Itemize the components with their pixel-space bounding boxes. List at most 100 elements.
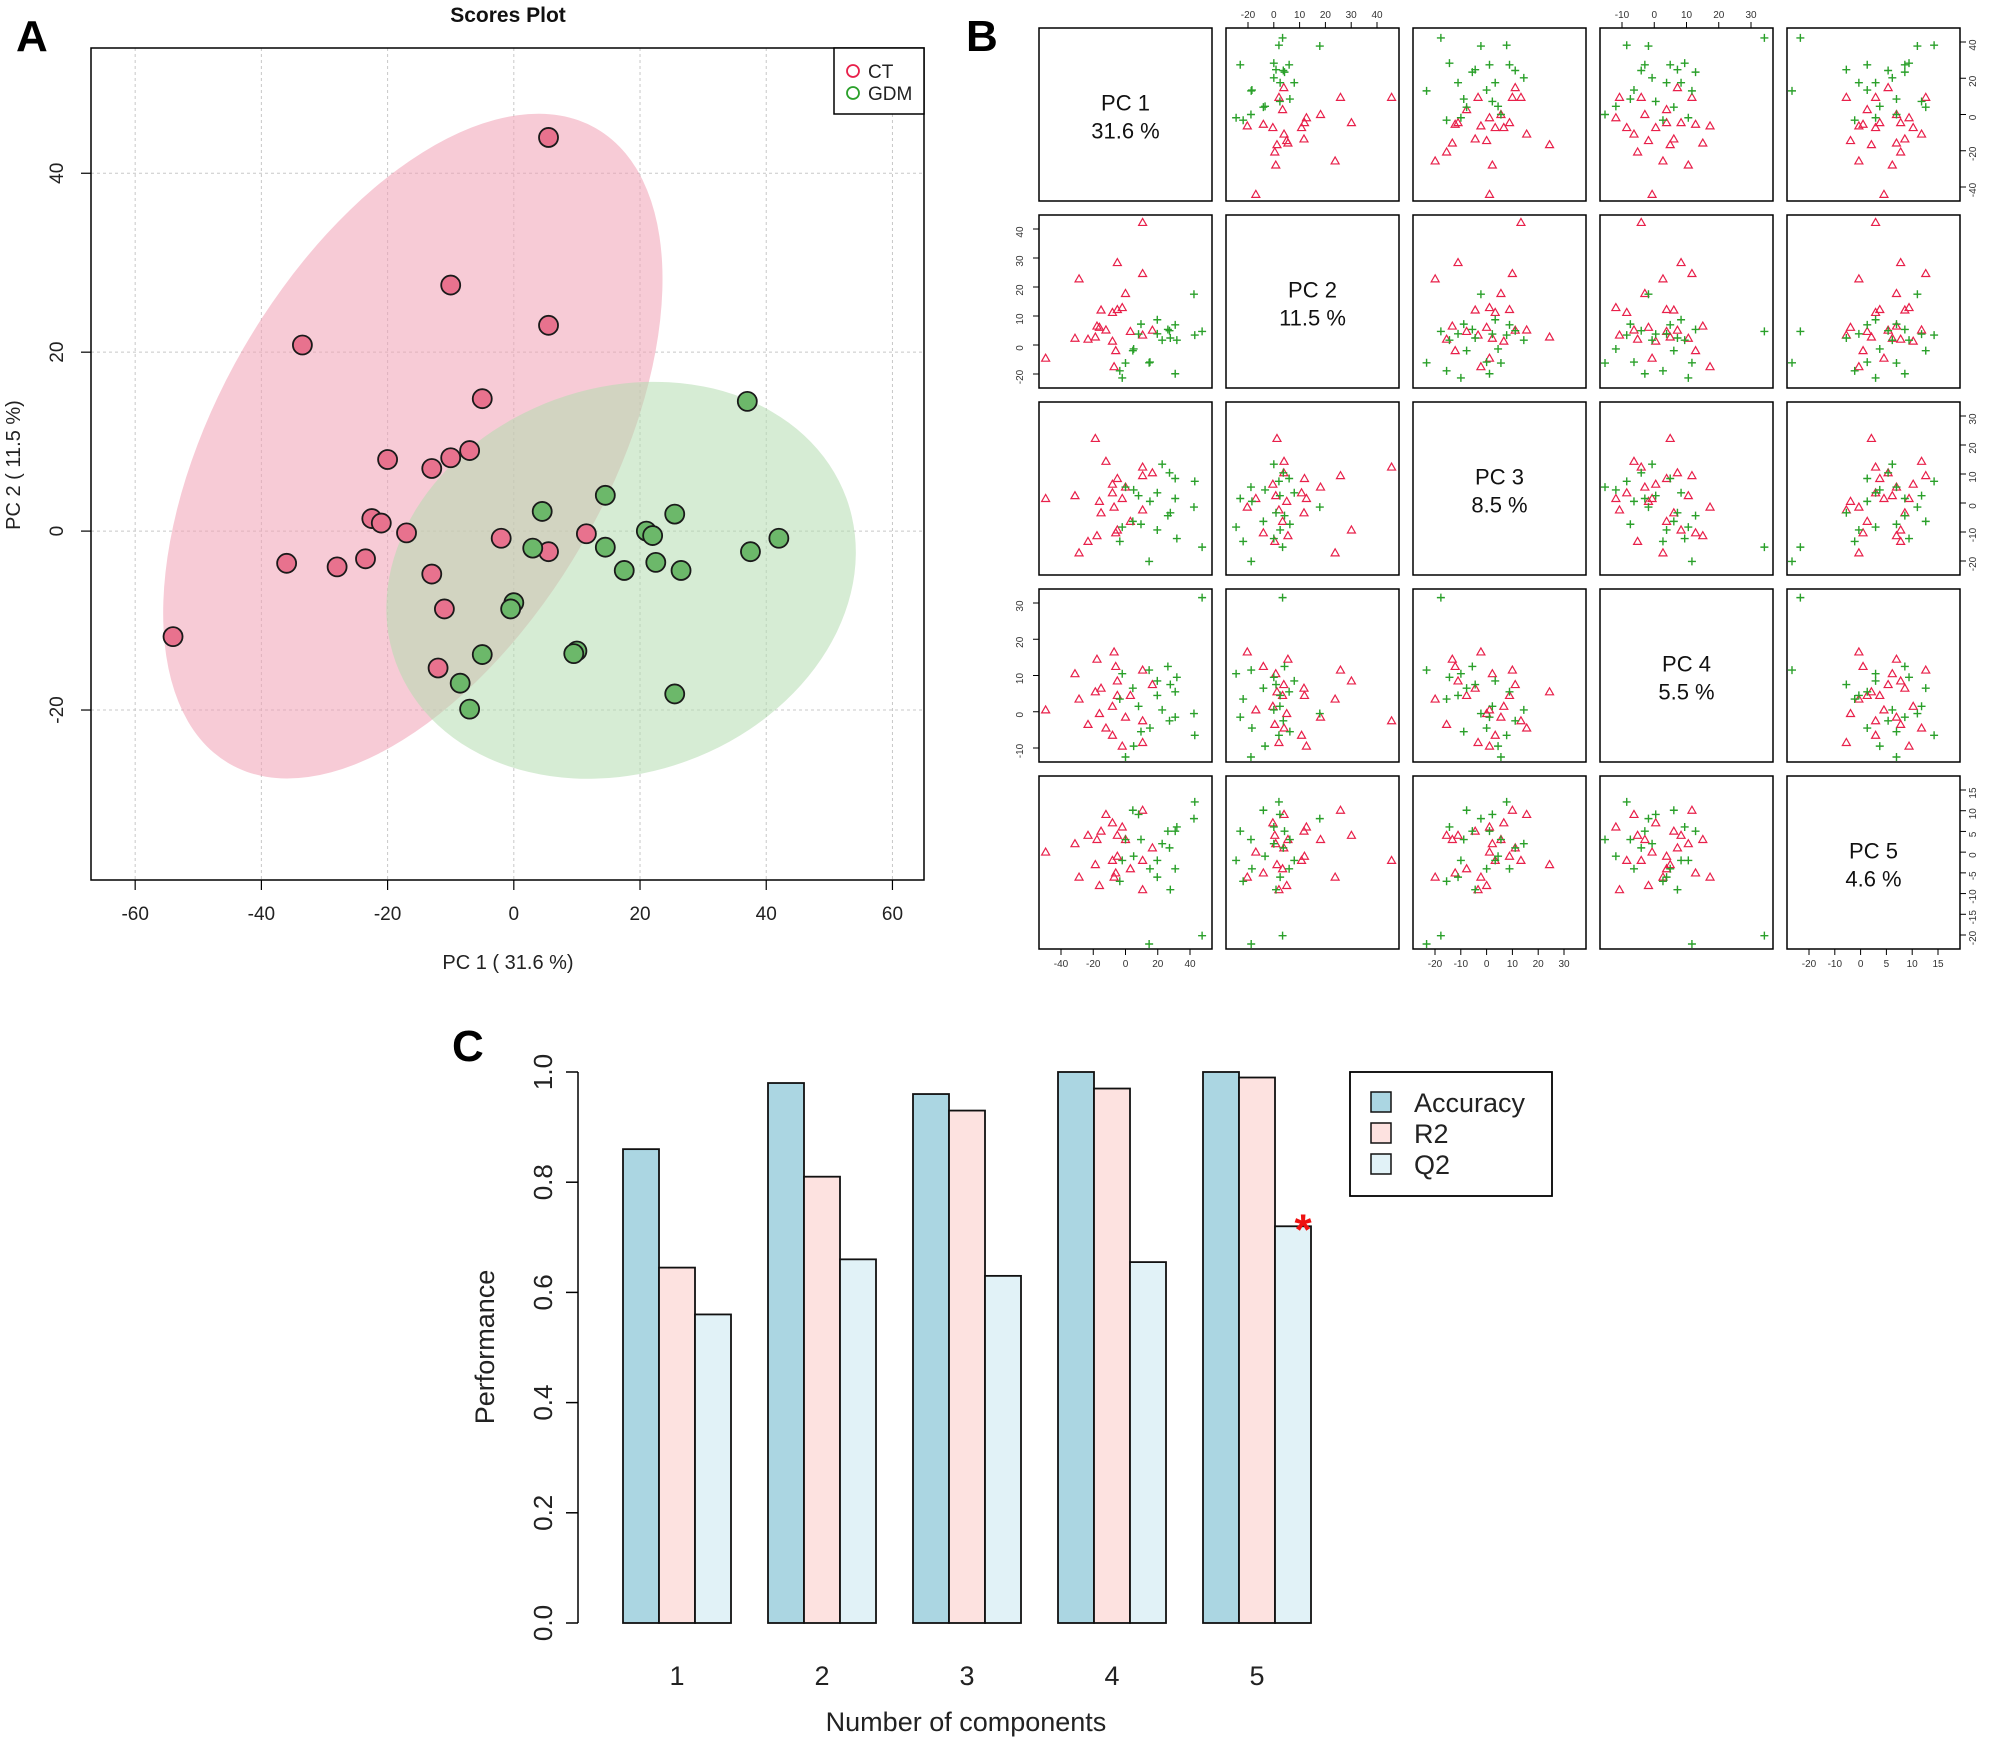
ct-point <box>1686 470 1697 480</box>
ct-point <box>1107 307 1118 317</box>
ct-point <box>1117 493 1128 503</box>
ct-point <box>1125 690 1136 700</box>
score-point-gdm <box>459 698 481 720</box>
ct-point <box>1657 547 1668 557</box>
gdm-point <box>1280 68 1289 77</box>
pairs-cell <box>1225 588 1400 763</box>
gdm-point <box>1850 116 1859 125</box>
gdm-point <box>1888 336 1897 345</box>
gdm-point <box>1459 727 1468 736</box>
ct-point <box>1298 682 1310 692</box>
gdm-point <box>1422 666 1431 675</box>
ct-point <box>1544 139 1555 149</box>
ct-point <box>1632 333 1643 343</box>
gdm-point <box>1511 843 1520 852</box>
gdm-point <box>1666 474 1675 483</box>
gdm-point <box>1640 60 1649 69</box>
pairs-tick-label-right-r5: 15 <box>1968 787 1979 799</box>
ct-point <box>1282 653 1293 663</box>
bar-r2 <box>1238 1076 1276 1624</box>
gdm-point <box>1677 856 1686 865</box>
ct-point <box>1346 830 1357 839</box>
gdm-point <box>1666 320 1675 329</box>
gdm-point <box>1854 329 1863 338</box>
gdm-point <box>1930 331 1939 340</box>
gdm-point <box>1905 336 1914 345</box>
ct-point <box>1450 867 1461 877</box>
ct-point <box>1475 871 1486 881</box>
gdm-point <box>1276 525 1285 534</box>
ct-point <box>1125 863 1136 873</box>
gdm-point <box>1505 864 1514 873</box>
ct-point <box>1484 704 1495 714</box>
ct-point <box>1845 135 1856 145</box>
ct-point <box>1899 682 1910 692</box>
ct-point <box>1470 133 1481 143</box>
score-point-ct <box>575 523 597 545</box>
diagonal-pct-label: 5.5 % <box>1658 680 1714 705</box>
gdm-point <box>1913 503 1922 512</box>
ct-point <box>1270 159 1281 169</box>
gdm-point <box>1189 709 1198 718</box>
x-axis-label: Number of components <box>826 1707 1107 1737</box>
gdm-point <box>1519 73 1528 82</box>
ct-point <box>1147 324 1158 334</box>
diagonal-pct-label: 8.5 % <box>1471 493 1527 518</box>
score-point-ct <box>370 512 392 534</box>
gdm-point <box>1496 110 1505 119</box>
ct-point <box>1686 805 1697 814</box>
gdm-point <box>1462 103 1471 112</box>
gdm-point <box>1921 346 1930 355</box>
score-point-gdm <box>642 525 664 546</box>
pairs-plot: PC 1 31.6 % PC 2 11.5 % PC 3 8.5 % PC 4 5.5 % PC… <box>1015 10 1979 970</box>
ct-point <box>1878 493 1889 503</box>
ct-point <box>1874 690 1885 700</box>
gdm-point <box>1247 724 1256 733</box>
gdm-point <box>1519 705 1528 714</box>
gdm-point <box>1239 116 1248 125</box>
ct-point <box>1614 504 1625 514</box>
pairs-tick-label-top-left: 10 <box>1294 10 1306 21</box>
gdm-point <box>1637 66 1646 75</box>
ct-point <box>1441 719 1452 728</box>
ct-point <box>1866 139 1877 149</box>
ct-point <box>1277 863 1288 873</box>
gdm-point <box>1158 460 1167 469</box>
gdm-point <box>1145 557 1154 566</box>
gdm-point <box>1601 483 1609 492</box>
ct-point <box>1895 536 1906 546</box>
ct-point <box>1346 117 1357 127</box>
pairs-tick-label-bottom-c5: 0 <box>1858 959 1864 970</box>
pairs-tick-label-bottom-c1: 20 <box>1152 959 1164 970</box>
ct-point <box>1515 855 1526 865</box>
ct-point <box>1636 855 1647 865</box>
gdm-point <box>1171 474 1180 483</box>
gdm-point <box>1165 716 1174 725</box>
gdm-point <box>1247 86 1256 95</box>
gdm-point <box>1163 325 1172 334</box>
pairs-tick-label-top-left: 0 <box>1271 10 1277 21</box>
gdm-point <box>1315 814 1324 823</box>
ct-point <box>1301 821 1312 831</box>
panel-label-c: C <box>452 1022 484 1071</box>
ct-point <box>1100 324 1111 334</box>
gdm-point <box>1190 797 1199 806</box>
gdm-point <box>1285 727 1294 736</box>
gdm-point <box>1629 358 1638 367</box>
ct-point <box>1040 704 1051 714</box>
ct-point <box>1628 128 1640 138</box>
gdm-point <box>1456 856 1465 865</box>
ct-point <box>1908 122 1919 132</box>
ct-point <box>1107 335 1118 345</box>
gdm-point <box>1198 327 1207 336</box>
gdm-point <box>1788 666 1796 675</box>
ct-point <box>1082 536 1094 546</box>
ct-point <box>1296 855 1307 865</box>
pairs-tick-label-bottom-c1: -20 <box>1086 959 1101 970</box>
gdm-point <box>1502 41 1511 50</box>
gdm-point <box>1422 86 1431 95</box>
pairs-tick-label-right-r5: 0 <box>1968 852 1979 858</box>
ct-point <box>1271 859 1283 869</box>
gdm-point <box>1158 705 1167 714</box>
